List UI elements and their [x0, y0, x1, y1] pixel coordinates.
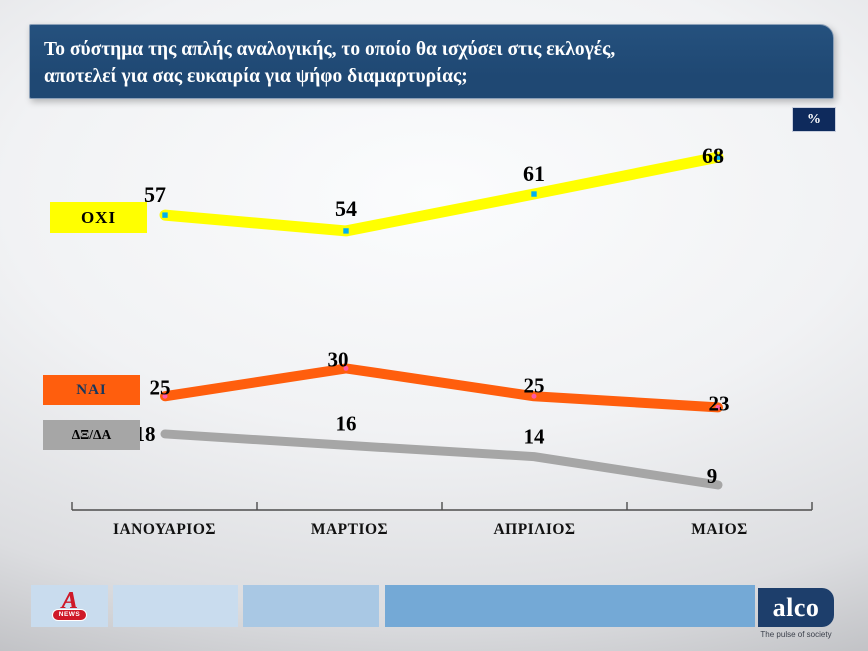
legend-dxda: ΔΞ/ΔΑ — [43, 420, 140, 450]
alpha-letter-icon: A — [61, 587, 78, 614]
footer-segment-2 — [113, 585, 238, 627]
data-marker-icon — [343, 228, 349, 234]
category-label: ΜΑΙΟΣ — [691, 521, 748, 538]
series-line-1 — [160, 363, 723, 413]
legend-nai: ΝΑΙ — [43, 375, 140, 405]
data-marker-icon — [715, 154, 721, 160]
footer-segment-4 — [385, 585, 755, 627]
data-label: 14 — [524, 425, 546, 449]
data-label: 54 — [335, 196, 357, 221]
question-title-line-2: αποτελεί για σας ευκαιρία για ψήφο διαμα… — [44, 66, 468, 87]
percent-unit-label: % — [807, 111, 821, 127]
footer-segment-3 — [243, 585, 379, 627]
alco-logo-box: alco — [758, 588, 834, 627]
data-marker-icon — [531, 191, 537, 197]
alpha-news-pill: NEWS — [51, 608, 88, 622]
series-line-0 — [159, 151, 724, 237]
question-title-line-1: Το σύστημα της απλής αναλογικής, το οποί… — [44, 39, 616, 60]
question-title-bar: Το σύστημα της απλής αναλογικής, το οποί… — [29, 24, 834, 99]
alco-logo: alco The pulse of society — [758, 588, 834, 639]
data-label: 30 — [328, 347, 349, 371]
data-label: 16 — [336, 411, 357, 435]
data-marker-icon — [162, 393, 168, 399]
data-marker-icon — [162, 212, 168, 218]
percent-unit-badge: % — [792, 107, 836, 132]
data-label: 68 — [702, 143, 724, 168]
alco-tagline: The pulse of society — [760, 630, 832, 639]
data-label: 9 — [707, 464, 718, 488]
data-marker-icon — [531, 393, 537, 399]
data-marker-icon — [343, 365, 349, 371]
category-label: ΑΠΡΙΛΙΟΣ — [493, 521, 575, 538]
alpha-news-logo: A NEWS — [31, 585, 108, 627]
legend-oxi: ΟΧΙ — [50, 202, 147, 233]
data-label: 25 — [150, 375, 171, 399]
data-label: 23 — [709, 391, 730, 415]
data-label: 61 — [523, 161, 545, 186]
data-label: 25 — [524, 373, 545, 397]
data-label: 57 — [144, 182, 166, 207]
category-label: ΜΑΡΤΙΟΣ — [311, 521, 388, 538]
data-marker-icon — [715, 404, 721, 410]
category-label: ΙΑΝΟΥΑΡΙΟΣ — [113, 521, 216, 538]
series-line-2 — [160, 429, 723, 490]
